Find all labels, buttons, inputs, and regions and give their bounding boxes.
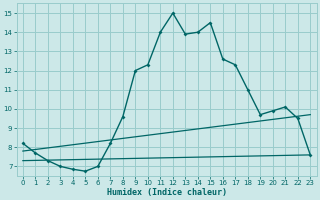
X-axis label: Humidex (Indice chaleur): Humidex (Indice chaleur) <box>107 188 227 197</box>
